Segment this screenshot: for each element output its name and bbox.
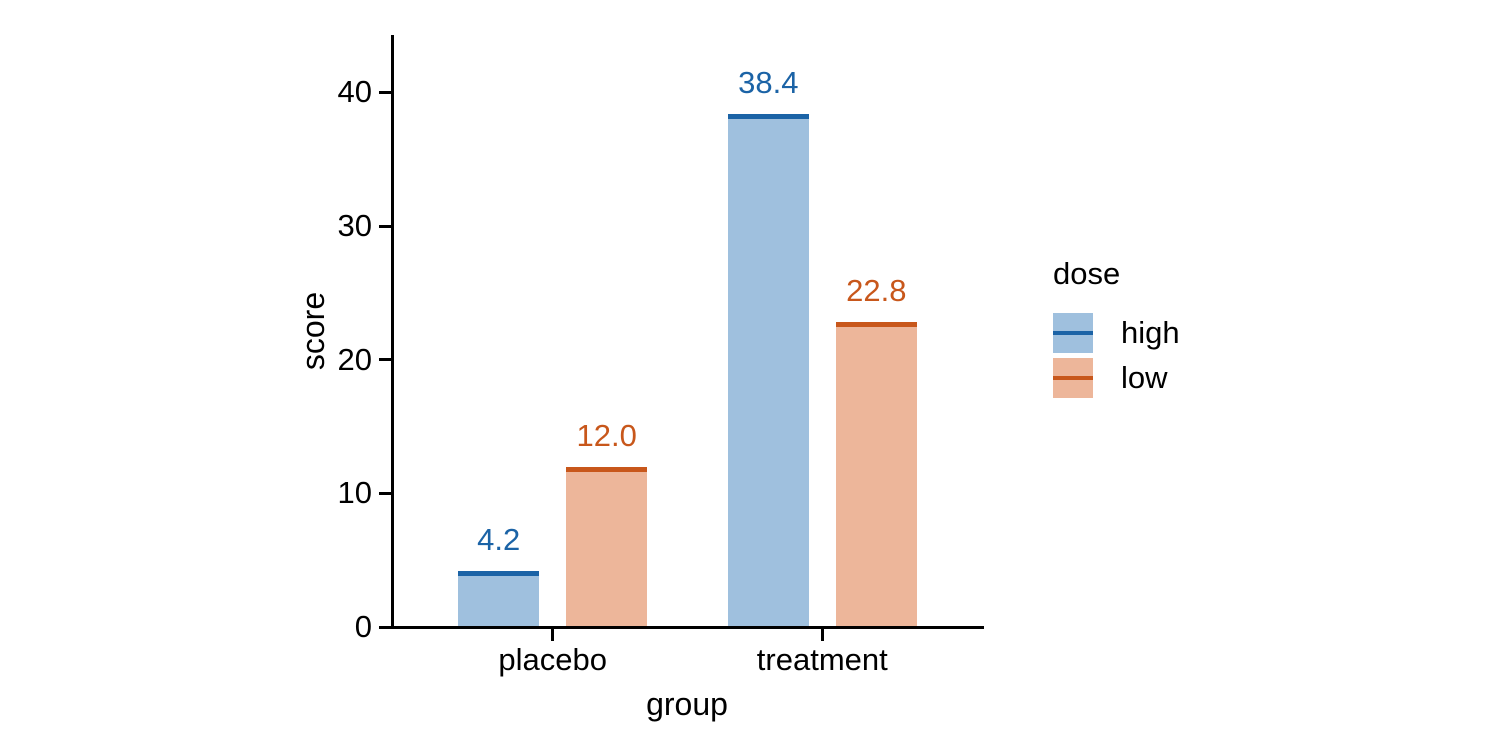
x-tick-mark bbox=[551, 629, 555, 641]
legend-title: dose bbox=[1053, 256, 1121, 291]
legend-item-low: low bbox=[1053, 358, 1180, 398]
y-tick-mark bbox=[379, 491, 391, 495]
y-tick-label: 30 bbox=[337, 208, 372, 244]
x-axis-title: group bbox=[646, 686, 728, 722]
y-tick-mark bbox=[379, 224, 391, 228]
bar-value-label-low-treatment: 22.8 bbox=[846, 273, 907, 309]
legend-swatch-line-high bbox=[1053, 331, 1093, 335]
legend-swatch-line-low bbox=[1053, 376, 1093, 380]
y-tick-label: 20 bbox=[337, 341, 372, 377]
y-tick-mark bbox=[379, 90, 391, 94]
legend-swatch-high bbox=[1053, 313, 1093, 353]
x-tick-label: placebo bbox=[498, 642, 608, 677]
y-axis-line bbox=[391, 35, 394, 629]
legend-item-high: high bbox=[1053, 313, 1180, 353]
x-tick-mark bbox=[820, 629, 824, 641]
bar-low-placebo bbox=[566, 466, 648, 627]
y-tick-label: 0 bbox=[354, 609, 372, 644]
bar-value-label-low-placebo: 12.0 bbox=[576, 417, 637, 453]
legend-swatch-low bbox=[1053, 358, 1093, 398]
bar-high-placebo bbox=[458, 570, 540, 627]
bar-value-label-high-placebo: 4.2 bbox=[477, 521, 521, 557]
legend-label-high: high bbox=[1121, 315, 1180, 350]
legend-label-low: low bbox=[1121, 360, 1168, 395]
bar-value-label-high-treatment: 38.4 bbox=[738, 64, 799, 100]
bar-high-treatment bbox=[727, 113, 809, 627]
legend: dose high low bbox=[1053, 257, 1180, 403]
x-axis-line bbox=[391, 626, 984, 629]
bar-low-treatment bbox=[835, 322, 917, 627]
x-tick-label: treatment bbox=[756, 642, 888, 677]
y-tick-label: 40 bbox=[337, 74, 372, 110]
y-axis-title: score bbox=[295, 291, 331, 371]
y-tick-mark bbox=[379, 358, 391, 362]
y-tick-label: 10 bbox=[337, 475, 372, 511]
y-tick-mark bbox=[379, 625, 391, 629]
